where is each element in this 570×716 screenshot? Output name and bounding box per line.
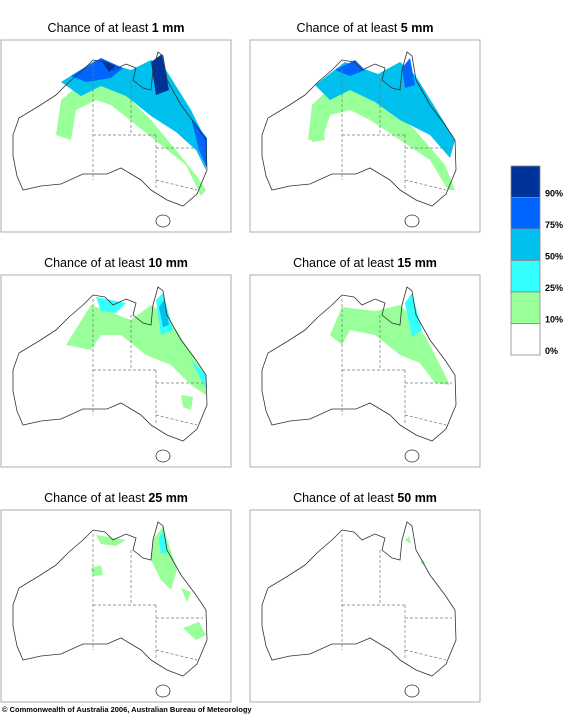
panel-title-text: Chance of at least — [293, 256, 394, 270]
rain-area — [330, 305, 450, 385]
map-panel — [0, 509, 232, 703]
legend-label: 0% — [545, 346, 558, 356]
panel-title-amount: 10 mm — [148, 256, 188, 270]
legend-label: 50% — [545, 252, 563, 262]
legend-swatch — [510, 291, 541, 324]
rain-area — [315, 62, 455, 158]
panel-title-amount: 1 mm — [152, 21, 185, 35]
legend-swatch — [510, 165, 541, 198]
rain-area — [402, 58, 415, 88]
panel-title-amount: 50 mm — [397, 491, 437, 505]
panel-title-text: Chance of at least — [44, 491, 145, 505]
footer: © Commonwealth of Australia 2006, Austra… — [2, 705, 252, 714]
map-panel — [0, 39, 232, 233]
panel-title-amount: 25 mm — [148, 491, 188, 505]
panel-title: Chance of at least 50 mm — [293, 491, 437, 505]
legend: 90% 75% 50% 25% 10% 0% — [510, 165, 563, 356]
panel-title-amount: 15 mm — [397, 256, 437, 270]
panel-title-text: Chance of at least — [44, 256, 145, 270]
panels: Chance of at least 1 mm Chance of at leas… — [0, 21, 481, 703]
legend-label: 90% — [545, 189, 563, 199]
legend-swatch — [510, 197, 541, 230]
panel-frame — [249, 509, 481, 703]
map-panel — [0, 274, 232, 468]
map-panel — [249, 39, 481, 233]
panel-title: Chance of at least 10 mm — [44, 256, 188, 270]
panel-title-amount: 5 mm — [401, 21, 434, 35]
panel-title-text: Chance of at least — [48, 21, 149, 35]
rain-area — [91, 526, 206, 640]
rain-area — [191, 118, 207, 168]
rain-area — [308, 78, 455, 190]
map-panel — [249, 274, 481, 468]
panel-title: Chance of at least 15 mm — [293, 256, 437, 270]
rain-area — [66, 305, 206, 410]
map-panel — [249, 509, 481, 703]
rain-area — [405, 293, 422, 337]
rain-area — [96, 293, 206, 390]
legend-label: 10% — [545, 315, 563, 325]
panel-title-text: Chance of at least — [293, 491, 394, 505]
legend-swatch — [510, 260, 541, 293]
legend-label: 25% — [545, 283, 563, 293]
panel-title: Chance of at least 1 mm — [48, 21, 185, 35]
rain-area — [335, 60, 365, 76]
legend-swatch — [510, 323, 541, 356]
legend-label: 75% — [545, 220, 563, 230]
rain-area — [61, 60, 206, 170]
panel-title: Chance of at least 25 mm — [44, 491, 188, 505]
panel-title: Chance of at least 5 mm — [297, 21, 434, 35]
panel-title-text: Chance of at least — [297, 21, 398, 35]
rain-area — [151, 54, 169, 95]
rain-area — [159, 530, 168, 554]
legend-swatch — [510, 228, 541, 261]
rain-area — [159, 300, 169, 327]
